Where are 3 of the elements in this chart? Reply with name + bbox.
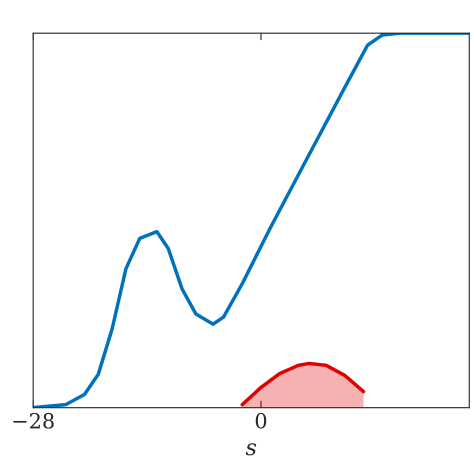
x-axis-title: s: [246, 443, 256, 456]
x-tick-label: 0: [256, 412, 266, 429]
x-tick-label: −28: [13, 412, 54, 429]
